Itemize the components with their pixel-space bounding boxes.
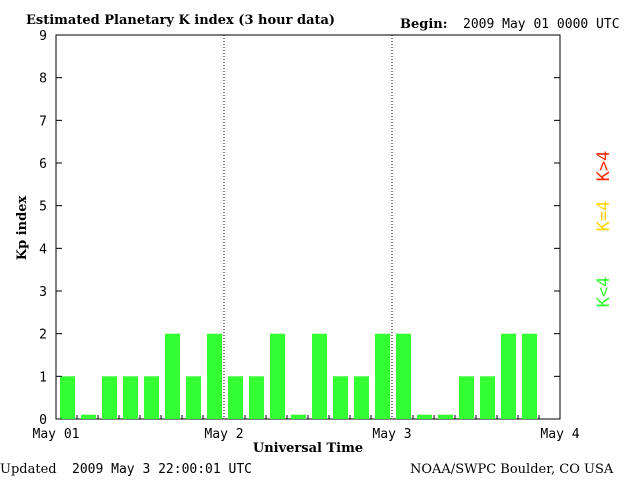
kp-bar (438, 414, 453, 419)
x-tick-label: May 4 (540, 427, 579, 442)
kp-bar (354, 376, 369, 419)
y-tick-label: 6 (39, 157, 47, 172)
kp-bar (270, 333, 285, 419)
y-tick-label: 2 (39, 328, 47, 343)
y-tick-label: 5 (39, 200, 47, 215)
y-tick-label: 1 (39, 370, 47, 385)
kp-bar (522, 333, 537, 419)
legend-k-less-4: K<4 (594, 277, 614, 308)
kp-bar (81, 414, 96, 419)
kp-bar (102, 376, 117, 419)
y-tick-label: 8 (39, 72, 47, 87)
x-axis-label: Universal Time (253, 441, 363, 456)
kp-bar (228, 376, 243, 419)
legend-k-equal-4: K=4 (594, 201, 614, 232)
y-tick-label: 9 (39, 29, 47, 44)
y-tick-label: 0 (39, 413, 47, 428)
kp-bar (312, 333, 327, 419)
updated-value: 2009 May 3 22:00:01 UTC (72, 462, 252, 477)
chart-title: Estimated Planetary K index (3 hour data… (26, 13, 335, 28)
x-tick-label: May 3 (372, 427, 411, 442)
kp-bar (396, 333, 411, 419)
begin-value: 2009 May 01 0000 UTC (463, 17, 620, 32)
updated-label: Updated (0, 462, 57, 477)
x-tick-label: May 01 (33, 427, 80, 442)
begin-label: Begin: (400, 17, 448, 32)
kp-bar (333, 376, 348, 419)
kp-bar (417, 414, 432, 419)
source-credit: NOAA/SWPC Boulder, CO USA (410, 462, 614, 477)
y-axis-ticks: 0 1 2 3 4 5 6 7 8 9 (39, 29, 560, 428)
kp-bar (375, 333, 390, 419)
legend-k-greater-4: K>4 (594, 151, 614, 182)
y-axis-label: Kp index (15, 196, 30, 261)
kp-bar (480, 376, 495, 419)
kp-bar (144, 376, 159, 419)
kp-bar (60, 376, 75, 419)
day-dividers (223, 35, 393, 419)
x-tick-label: May 2 (204, 427, 243, 442)
kp-bar (165, 333, 180, 419)
y-tick-label: 7 (39, 114, 47, 129)
kp-bar (249, 376, 264, 419)
kp-bar (459, 376, 474, 419)
kp-bar (123, 376, 138, 419)
x-axis-ticks: May 01 May 2 May 3 May 4 (33, 415, 580, 442)
kp-bar (186, 376, 201, 419)
kp-bar (501, 333, 516, 419)
bars-group (60, 333, 537, 419)
y-tick-label: 3 (39, 285, 47, 300)
plot-area (55, 34, 561, 420)
kp-bar (291, 414, 306, 419)
y-tick-label: 4 (39, 242, 47, 257)
kp-bar (207, 333, 222, 419)
